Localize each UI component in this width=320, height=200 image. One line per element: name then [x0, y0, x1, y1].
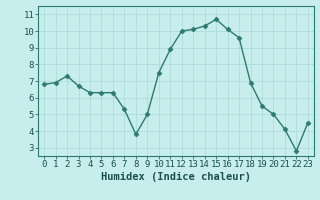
X-axis label: Humidex (Indice chaleur): Humidex (Indice chaleur): [101, 172, 251, 182]
